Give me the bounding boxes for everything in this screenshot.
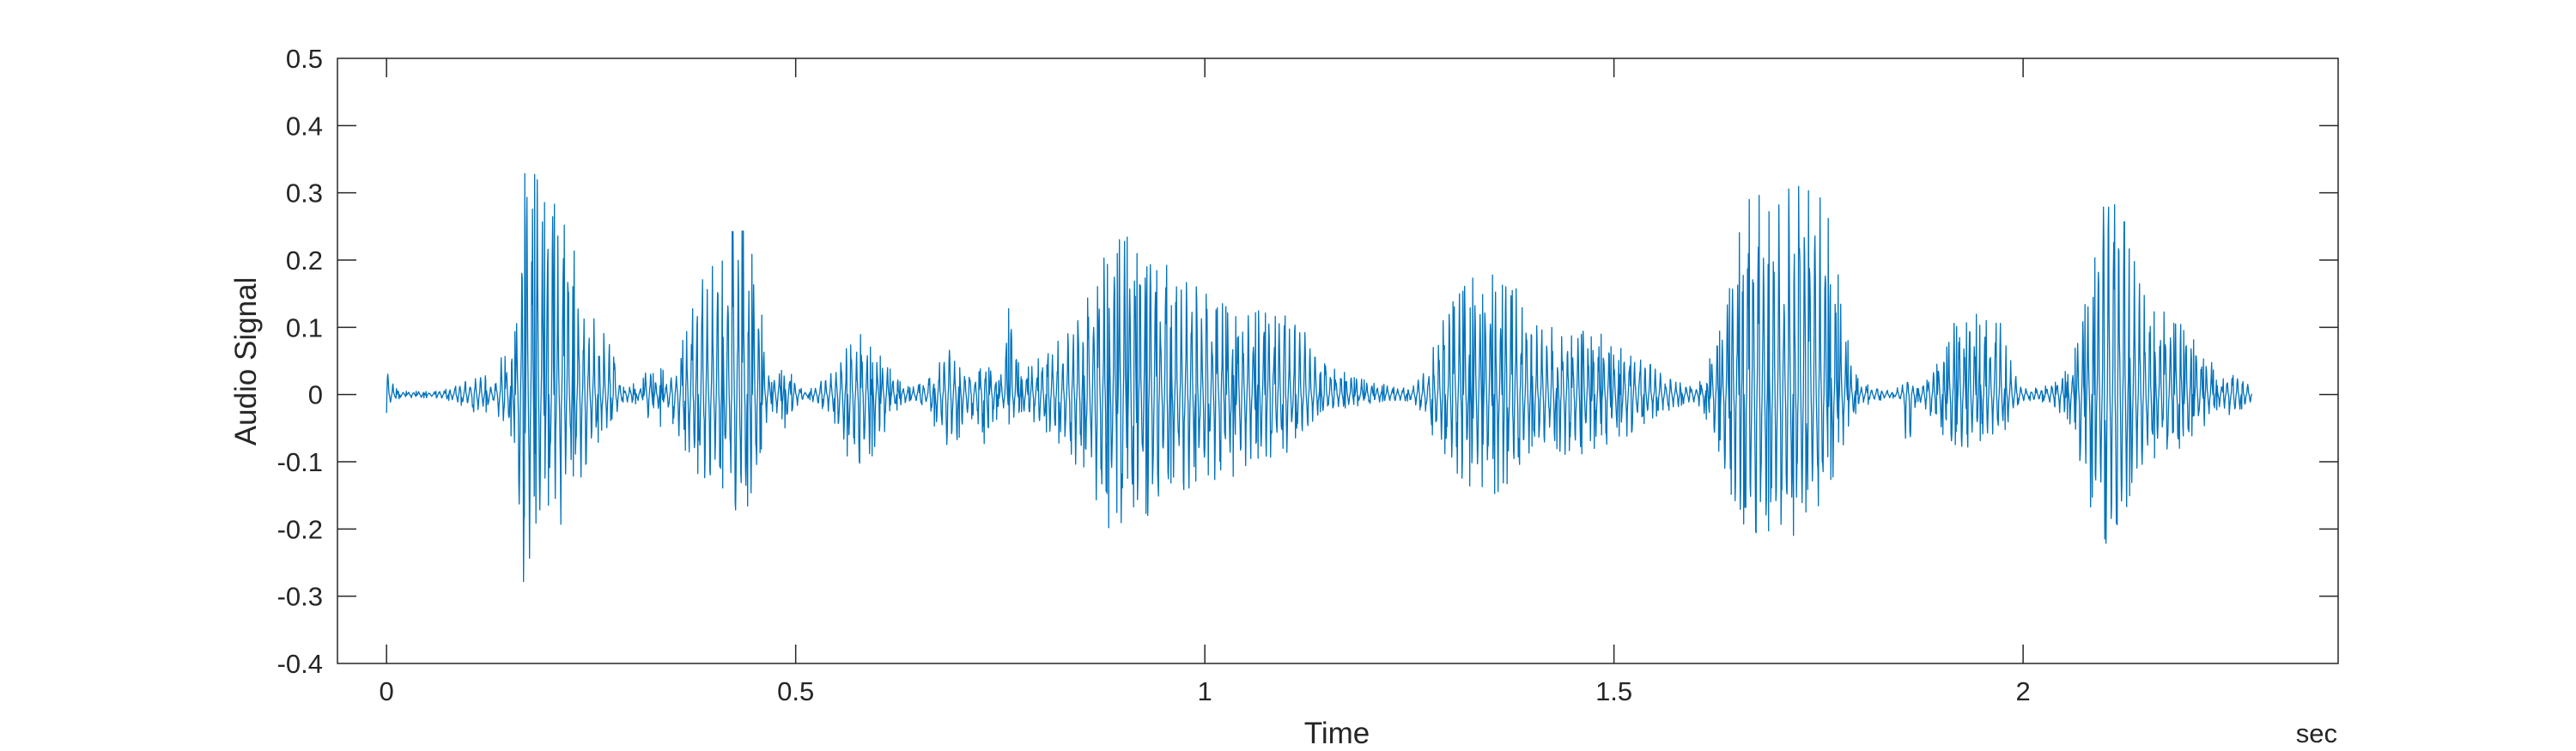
y-tick-label: -0.2 [277, 514, 323, 544]
y-axis-label: Audio Signal [229, 277, 263, 446]
audio-signal-waveform [386, 173, 2253, 583]
y-tick-label: 0 [308, 380, 323, 410]
y-tick-label: 0.5 [286, 44, 323, 74]
tick-layer [337, 58, 2338, 663]
y-tick-labels: -0.4 -0.3 -0.2 -0.1 0 0.1 0.2 0.3 0.4 0.5 [277, 44, 323, 679]
y-tick-label: 0.1 [286, 312, 323, 342]
y-tick-label: 0.2 [286, 245, 323, 276]
x-axis-label: Time [1304, 717, 1370, 750]
x-tick-label: 0 [380, 676, 394, 706]
x-tick-label: 0.5 [777, 676, 814, 706]
y-tick-label: 0.3 [286, 179, 323, 209]
y-tick-label: -0.4 [277, 649, 323, 679]
x-tick-label: 1 [1198, 676, 1212, 706]
y-tick-label: -0.1 [277, 447, 323, 477]
y-tick-label: -0.3 [277, 582, 323, 612]
x-tick-label: 1.5 [1595, 676, 1632, 706]
series-layer [386, 173, 2253, 583]
x-axis-unit: sec [2296, 718, 2337, 748]
x-tick-labels: 0 0.5 1 1.5 2 [380, 676, 2031, 706]
plot-frame [337, 58, 2339, 664]
y-tick-label: 0.4 [286, 111, 323, 141]
x-tick-label: 2 [2015, 676, 2030, 706]
plot-area [337, 58, 2338, 663]
